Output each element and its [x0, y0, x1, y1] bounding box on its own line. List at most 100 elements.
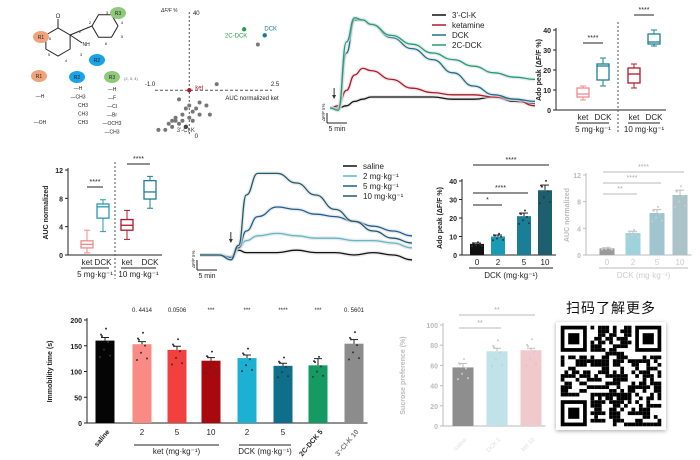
- data-dot: [605, 248, 607, 251]
- data-point-3'-Cl-K: [183, 124, 189, 130]
- qr-module: [627, 400, 632, 404]
- qr-module: [631, 370, 636, 375]
- qr-module: [575, 370, 580, 375]
- qr-module: [594, 411, 598, 416]
- category-label: DCK: [142, 258, 160, 267]
- data-dot: [501, 363, 503, 366]
- qr-module: [624, 422, 628, 427]
- data-dot: [358, 357, 360, 360]
- qr-module: [609, 415, 613, 419]
- qr-module: [624, 374, 628, 378]
- data-dot: [661, 219, 663, 222]
- bar: [649, 213, 665, 255]
- qr-module: [597, 329, 602, 334]
- qr-module: [627, 392, 632, 397]
- y-tick-label: 50: [74, 395, 82, 402]
- qr-module: [575, 392, 580, 397]
- data-point: [180, 118, 185, 123]
- data-point: [190, 109, 195, 114]
- data-dot: [526, 215, 528, 218]
- bar: [486, 351, 508, 426]
- qr-module: [638, 370, 643, 375]
- y-tick-label: 0: [547, 108, 551, 115]
- data-point-2C-DCK: [241, 27, 247, 32]
- data-dot: [322, 374, 324, 377]
- qr-module: [638, 411, 643, 416]
- qr-module: [590, 325, 595, 330]
- data-dot: [531, 338, 533, 341]
- y-tick: 0: [195, 134, 199, 140]
- qr-module: [631, 389, 636, 393]
- qr-module: [586, 370, 591, 375]
- qr-module: [571, 355, 576, 360]
- qr-finder: [568, 333, 580, 345]
- qr-module: [616, 359, 621, 363]
- data-point: [190, 118, 195, 123]
- data-dot: [181, 362, 183, 365]
- qr-module: [627, 333, 632, 337]
- r2-header-marker: [69, 71, 85, 83]
- qr-module: [605, 396, 610, 401]
- qr-module: [564, 385, 569, 390]
- data-dot: [107, 341, 109, 344]
- data-dot: [678, 200, 680, 203]
- data-dot: [242, 352, 244, 355]
- qr-module: [597, 344, 602, 349]
- data-dot: [99, 356, 101, 359]
- qr-module: [642, 381, 647, 386]
- data-dot: [245, 364, 247, 367]
- qr-module: [657, 370, 662, 375]
- r3-option: —H: [108, 87, 117, 93]
- category-label: 0: [475, 258, 480, 267]
- data-point: [173, 118, 178, 123]
- category-label: ket: [82, 258, 93, 267]
- bar: [167, 349, 187, 423]
- p-value-label: 0.0506: [168, 308, 187, 314]
- qr-module: [650, 377, 654, 382]
- qr-module: [609, 351, 613, 356]
- qr-module: [635, 418, 639, 423]
- qr-module: [605, 392, 610, 397]
- qr-module: [635, 374, 639, 378]
- data-dot: [465, 367, 467, 370]
- data-dot: [481, 244, 483, 247]
- qr-module: [612, 418, 617, 423]
- qr-module: [612, 374, 617, 378]
- data-dot: [519, 212, 521, 215]
- phenyl-number: 4: [121, 20, 124, 25]
- data-dot: [607, 246, 609, 249]
- qr-module: [624, 377, 628, 382]
- qr-module: [605, 374, 610, 378]
- data-dot: [547, 190, 549, 193]
- qr-code[interactable]: [556, 322, 666, 430]
- qr-module: [564, 392, 569, 397]
- qr-module: [631, 422, 636, 427]
- qr-module: [609, 381, 613, 386]
- qr-module: [657, 374, 662, 378]
- qr-module: [609, 407, 613, 412]
- y-tick-label: 30: [543, 48, 551, 55]
- qr-module: [601, 411, 606, 416]
- qr-module: [616, 336, 621, 341]
- qr-module: [609, 396, 613, 401]
- bar-chart: 0 50 100 150 200 Immobility time (s) 0. 4414 0.…: [47, 308, 368, 456]
- qr-module: [601, 340, 606, 345]
- r1-header-label: R1: [36, 74, 43, 80]
- qr-module: [616, 381, 621, 386]
- data-dot: [241, 370, 243, 373]
- qr-module: [597, 392, 602, 397]
- data-point: [177, 121, 181, 126]
- qr-module: [597, 377, 602, 382]
- x-tick: 2.5: [271, 82, 280, 88]
- data-dot: [674, 206, 676, 208]
- qr-module: [612, 329, 617, 334]
- data-dot: [285, 365, 287, 368]
- qr-module: [627, 329, 632, 334]
- data-dot: [524, 209, 526, 212]
- qr-module: [624, 325, 628, 330]
- qr-module: [657, 403, 662, 408]
- data-dot: [539, 202, 541, 205]
- qr-module: [597, 403, 602, 408]
